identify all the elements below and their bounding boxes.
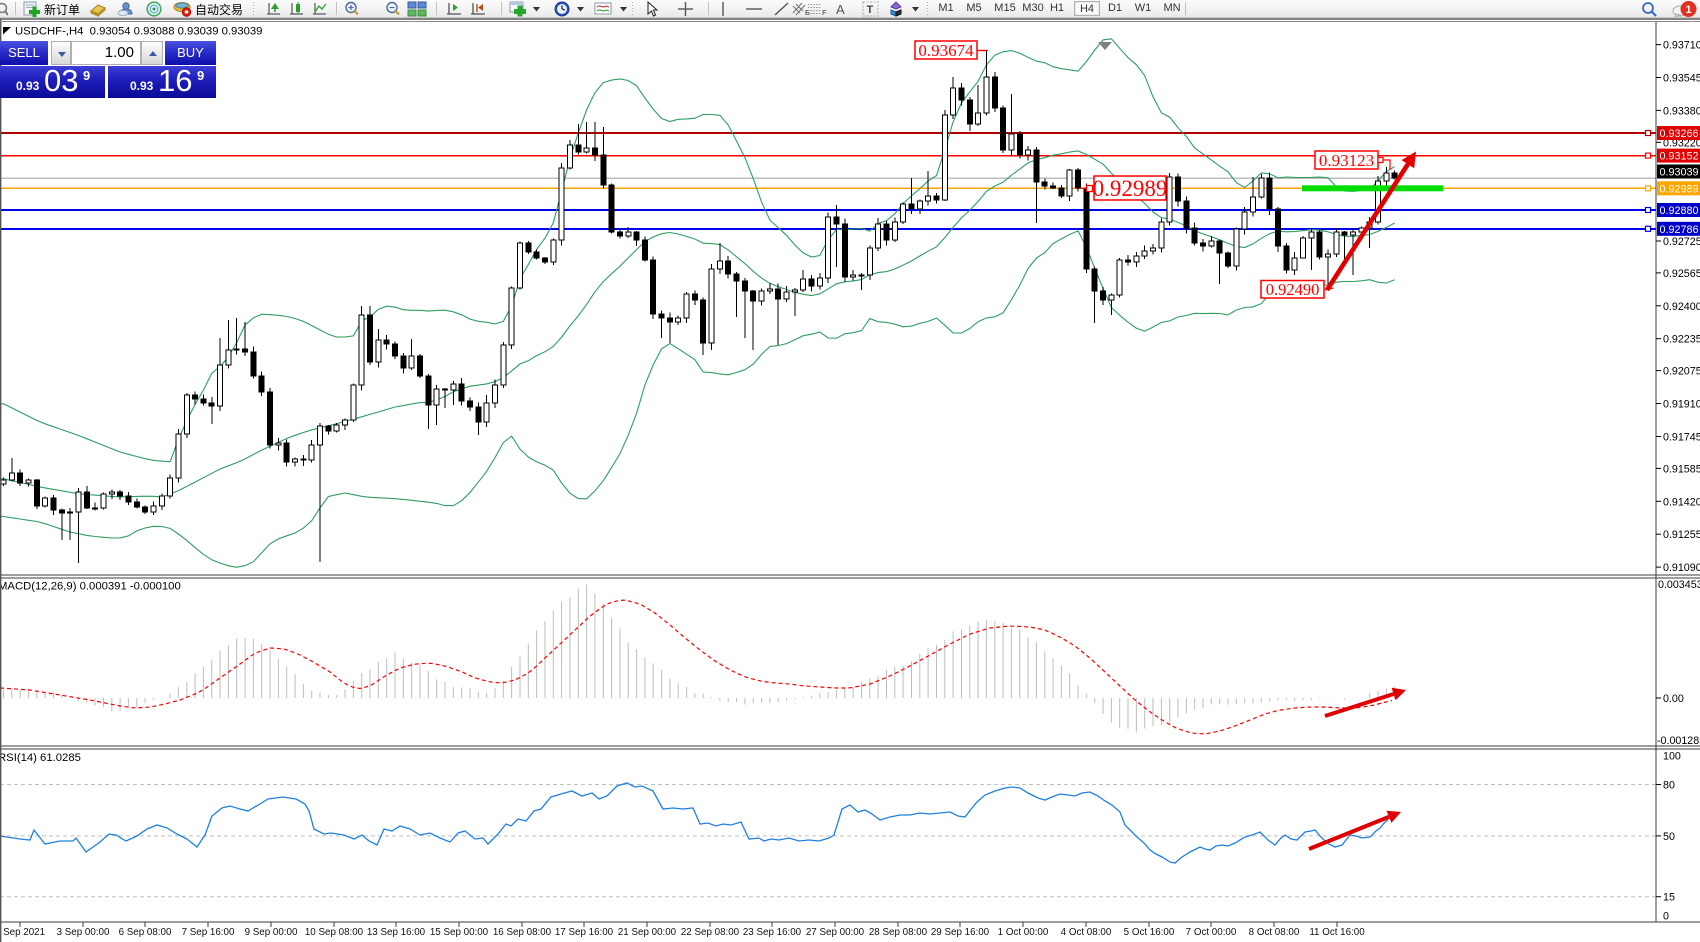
svg-text:0.93220: 0.93220 xyxy=(1663,137,1700,149)
svg-text:11 Oct 16:00: 11 Oct 16:00 xyxy=(1309,927,1365,938)
svg-text:29 Sep 16:00: 29 Sep 16:00 xyxy=(931,927,990,938)
svg-text:0.92989: 0.92989 xyxy=(1093,176,1168,201)
svg-text:RSI(14) 61.0285: RSI(14) 61.0285 xyxy=(0,752,81,764)
svg-text:0.92989: 0.92989 xyxy=(1660,183,1699,195)
svg-text:0.93123: 0.93123 xyxy=(1319,151,1374,170)
svg-text:4 Oct 08:00: 4 Oct 08:00 xyxy=(1061,927,1112,938)
svg-text:0.93545: 0.93545 xyxy=(1663,73,1700,85)
svg-text:0.93266: 0.93266 xyxy=(1660,128,1699,140)
svg-text:0.92490: 0.92490 xyxy=(1266,280,1320,299)
svg-text:0.91090: 0.91090 xyxy=(1663,562,1700,574)
svg-text:10 Sep 08:00: 10 Sep 08:00 xyxy=(305,927,364,938)
svg-text:8 Oct 08:00: 8 Oct 08:00 xyxy=(1249,927,1300,938)
svg-text:0.92786: 0.92786 xyxy=(1660,224,1699,236)
svg-text:100: 100 xyxy=(1663,750,1681,762)
svg-text:1: 1 xyxy=(1686,4,1692,16)
svg-text:0.91255: 0.91255 xyxy=(1663,529,1700,541)
svg-text:15 Sep 00:00: 15 Sep 00:00 xyxy=(430,927,489,938)
svg-text:50: 50 xyxy=(1663,831,1675,843)
svg-text:80: 80 xyxy=(1663,780,1675,792)
svg-text:USDCHF-,H4 0.93054 0.93088 0.: USDCHF-,H4 0.93054 0.93088 0.93039 0.930… xyxy=(15,26,262,38)
svg-text:21 Sep 00:00: 21 Sep 00:00 xyxy=(618,927,677,938)
svg-text:0.93380: 0.93380 xyxy=(1663,105,1700,117)
svg-text:0: 0 xyxy=(1663,910,1669,922)
svg-text:7 Sep 16:00: 7 Sep 16:00 xyxy=(182,927,235,938)
svg-text:23 Sep 16:00: 23 Sep 16:00 xyxy=(743,927,802,938)
svg-text:0.91420: 0.91420 xyxy=(1663,496,1700,508)
svg-text:0.93039: 0.93039 xyxy=(1660,167,1699,179)
svg-text:0.93152: 0.93152 xyxy=(1660,151,1699,163)
svg-text:0.92075: 0.92075 xyxy=(1663,366,1700,378)
svg-text:MACD(12,26,9) 0.000391 -0.0001: MACD(12,26,9) 0.000391 -0.000100 xyxy=(0,581,181,593)
svg-text:0.93710: 0.93710 xyxy=(1663,40,1700,52)
svg-text:0.92880: 0.92880 xyxy=(1660,205,1699,217)
svg-text:-0.001283: -0.001283 xyxy=(1657,735,1700,747)
svg-text:9 Sep 00:00: 9 Sep 00:00 xyxy=(245,927,298,938)
svg-text:0.003453: 0.003453 xyxy=(1658,579,1700,591)
svg-text:15: 15 xyxy=(1663,892,1675,904)
svg-text:16 Sep 08:00: 16 Sep 08:00 xyxy=(493,927,552,938)
svg-text:17 Sep 16:00: 17 Sep 16:00 xyxy=(555,927,614,938)
svg-text:E: E xyxy=(805,8,810,17)
svg-text:0.91910: 0.91910 xyxy=(1663,399,1700,411)
svg-text:22 Sep 08:00: 22 Sep 08:00 xyxy=(681,927,740,938)
svg-text:0.92400: 0.92400 xyxy=(1663,301,1700,313)
svg-text:28 Sep 08:00: 28 Sep 08:00 xyxy=(869,927,928,938)
svg-text:0.91745: 0.91745 xyxy=(1663,432,1700,444)
svg-text:7 Oct 00:00: 7 Oct 00:00 xyxy=(1186,927,1237,938)
svg-text:F: F xyxy=(822,8,827,17)
svg-text:0.92725: 0.92725 xyxy=(1663,236,1700,248)
svg-text:5 Oct 16:00: 5 Oct 16:00 xyxy=(1124,927,1175,938)
svg-text:6 Sep 08:00: 6 Sep 08:00 xyxy=(119,927,172,938)
svg-text:0.00: 0.00 xyxy=(1663,693,1684,705)
svg-text:13 Sep 16:00: 13 Sep 16:00 xyxy=(367,927,426,938)
svg-text:3 Sep 00:00: 3 Sep 00:00 xyxy=(57,927,110,938)
svg-text:0.92565: 0.92565 xyxy=(1663,268,1700,280)
svg-text:T: T xyxy=(867,4,874,16)
svg-text:0.91585: 0.91585 xyxy=(1663,463,1700,475)
svg-text:0.92235: 0.92235 xyxy=(1663,334,1700,346)
svg-text:2 Sep 2021: 2 Sep 2021 xyxy=(0,927,45,938)
svg-text:27 Sep 00:00: 27 Sep 00:00 xyxy=(806,927,865,938)
svg-text:1 Oct 00:00: 1 Oct 00:00 xyxy=(998,927,1049,938)
svg-text:0.93674: 0.93674 xyxy=(918,41,974,60)
